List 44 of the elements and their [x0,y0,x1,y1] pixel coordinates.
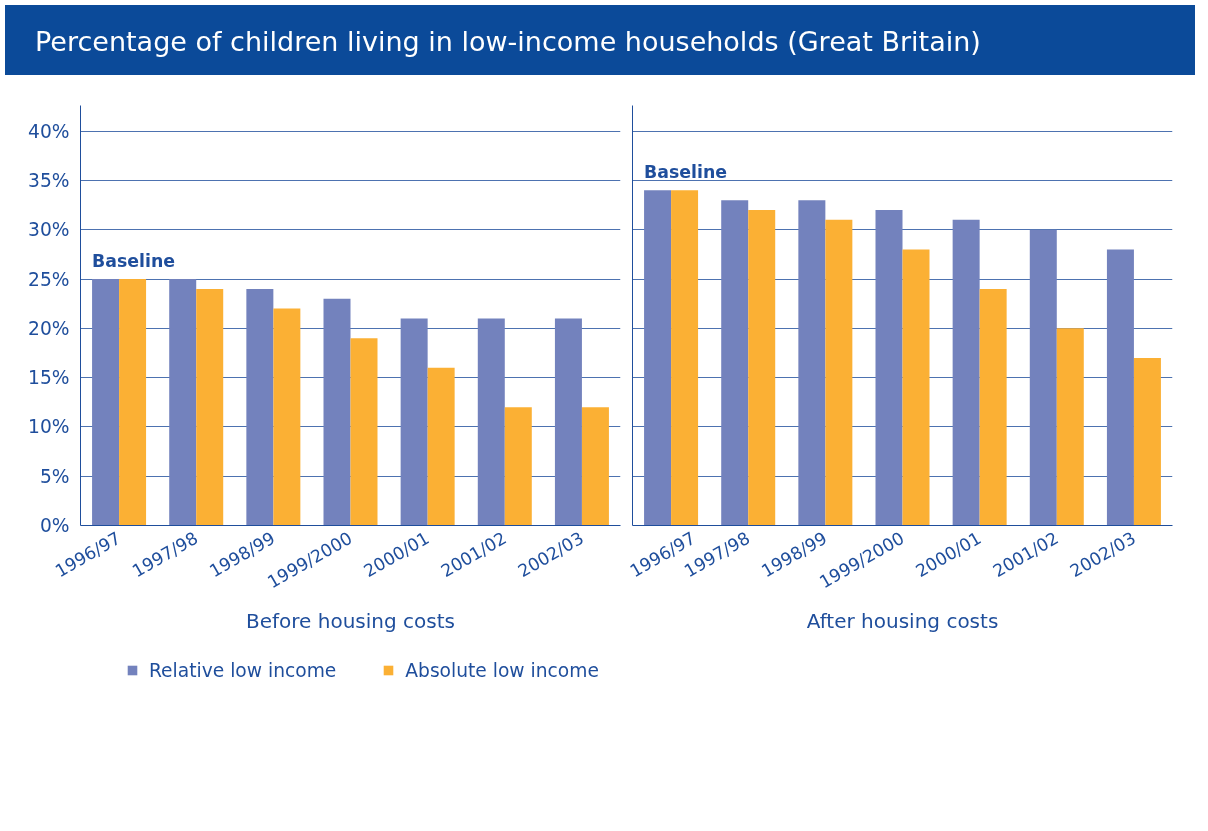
y-tick-label: 35% [28,169,70,191]
bar [671,190,699,526]
bar [902,249,930,526]
legend-label: Relative low income [149,659,337,681]
bar [119,279,147,526]
bar [196,288,224,526]
bar [400,318,428,526]
y-tick-label: 20% [28,317,70,339]
bar [427,367,455,526]
bar [644,190,672,526]
bar [748,210,776,526]
y-tick-label: 30% [28,219,70,241]
bar [1133,357,1161,526]
y-tick-label: 15% [28,367,70,389]
bar [273,308,301,526]
x-axis-title: After housing costs [806,608,999,633]
bar [554,318,582,526]
bar [952,219,980,526]
x-axis-title: Before housing costs [246,608,455,633]
bar [350,338,378,526]
bar [92,279,120,526]
bar [875,210,903,526]
bar [504,407,532,526]
bar [1056,328,1084,526]
legend-label: Absolute low income [405,659,599,681]
annotation: Baseline [92,251,176,272]
bar [1029,229,1057,526]
bar [169,279,197,526]
y-tick-label: 40% [28,120,70,142]
bar [323,298,351,526]
bar [825,219,853,526]
y-tick-label: 0% [39,515,70,536]
bar [477,318,505,526]
bar [979,288,1007,526]
bar [1106,249,1134,526]
y-tick-label: 10% [28,416,70,438]
bar [246,288,274,526]
chart-title: Percentage of children living in low-income households (Great Britain) [35,25,981,59]
bar [798,200,826,526]
annotation: Baseline [644,162,728,183]
bar [581,407,609,526]
y-tick-label: 5% [39,465,70,487]
y-tick-label: 25% [28,268,70,290]
bar [721,200,749,526]
